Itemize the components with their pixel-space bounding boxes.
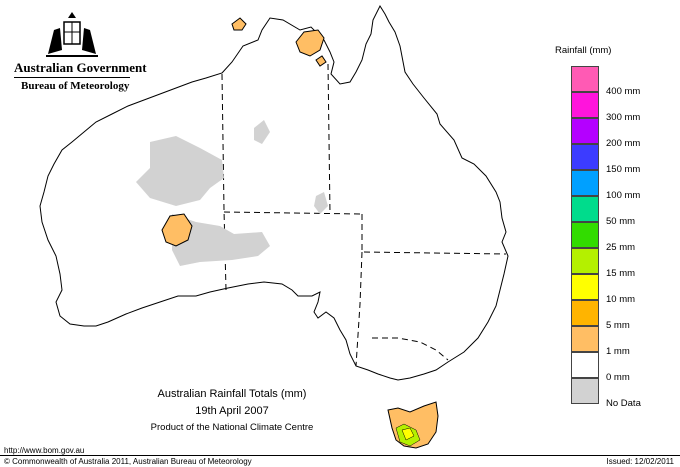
no-data-region-nt	[254, 120, 270, 144]
legend-swatch	[571, 222, 599, 248]
sa-qld-border	[361, 214, 507, 255]
legend-swatch	[571, 196, 599, 222]
legend-swatch	[571, 248, 599, 274]
sa-vic-border	[355, 251, 363, 367]
nt-sa-border	[223, 211, 363, 215]
legend-label: 300 mm	[606, 112, 641, 123]
light-rain-region-wa	[161, 213, 193, 247]
legend-swatch	[571, 118, 599, 144]
legend-swatch	[571, 144, 599, 170]
legend-label: 150 mm	[606, 164, 641, 175]
legend-label: 50 mm	[606, 216, 636, 227]
light-rain-region-east-arnhem	[315, 55, 327, 67]
light-rain-region-north-coast	[231, 17, 247, 31]
no-data-region-wa-south	[172, 214, 270, 266]
header-divider	[14, 77, 130, 78]
bureau-title: Bureau of Meteorology	[21, 80, 130, 92]
tasmania-peak-rain	[401, 427, 415, 441]
coat-of-arms-icon	[46, 12, 98, 57]
nsw-vic-border	[372, 337, 449, 361]
state-borders	[221, 63, 507, 367]
legend-label: 15 mm	[606, 268, 636, 279]
legend-swatch	[571, 170, 599, 196]
legend-label: 200 mm	[606, 138, 641, 149]
map-title: Australian Rainfall Totals (mm)	[157, 388, 307, 400]
legend-label: 25 mm	[606, 242, 636, 253]
legend-swatch	[571, 274, 599, 300]
legend-swatch	[571, 326, 599, 352]
legend-label: 5 mm	[606, 320, 630, 331]
australia-mainland-outline	[39, 4, 509, 381]
legend-swatch	[571, 66, 599, 92]
legend-label: 0 mm	[606, 372, 630, 383]
rainfall-regions	[136, 17, 328, 266]
copyright-text: © Commonwealth of Australia 2011, Austra…	[4, 457, 252, 466]
legend-swatch	[571, 92, 599, 118]
legend-swatch	[571, 352, 599, 378]
map-date: 19th April 2007	[195, 405, 269, 417]
legend-swatch	[571, 378, 599, 404]
bom-url-link[interactable]: http://www.bom.gov.au	[4, 446, 85, 455]
legend-label: 10 mm	[606, 294, 636, 305]
footer-divider	[0, 455, 680, 456]
legend-label: 1 mm	[606, 346, 630, 357]
issued-date: Issued: 12/02/2011	[606, 457, 674, 466]
government-title: Australian Government	[14, 60, 147, 75]
no-data-region-central	[314, 192, 328, 214]
map-product: Product of the National Climate Centre	[150, 422, 314, 433]
legend-label: 400 mm	[606, 86, 641, 97]
legend-swatch	[571, 300, 599, 326]
nt-qld-border	[327, 63, 331, 215]
legend-label: 100 mm	[606, 190, 641, 201]
no-data-region-wa-north	[136, 136, 224, 206]
legend-title: Rainfall (mm)	[555, 45, 612, 56]
wa-border	[221, 73, 227, 291]
legend-label: No Data	[606, 398, 641, 409]
light-rain-region-top-end	[295, 29, 325, 57]
